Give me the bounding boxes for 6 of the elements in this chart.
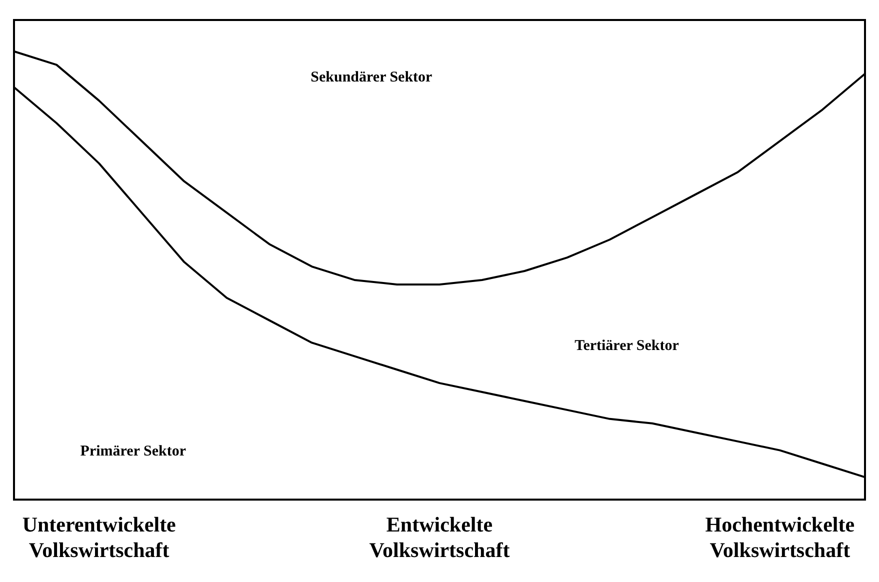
x-tick-label: Hochentwickelte Volkswirtschaft — [705, 512, 855, 562]
annotation: Sekundärer Sektor — [310, 69, 433, 86]
annotation: Tertiärer Sektor — [574, 338, 680, 354]
annotation: Primärer Sektor — [80, 444, 186, 460]
x-tick-label: Entwickelte Volkswirtschaft — [369, 512, 510, 562]
x-tick-label: Unterentwickelte Volkswirtschaft — [22, 512, 176, 562]
